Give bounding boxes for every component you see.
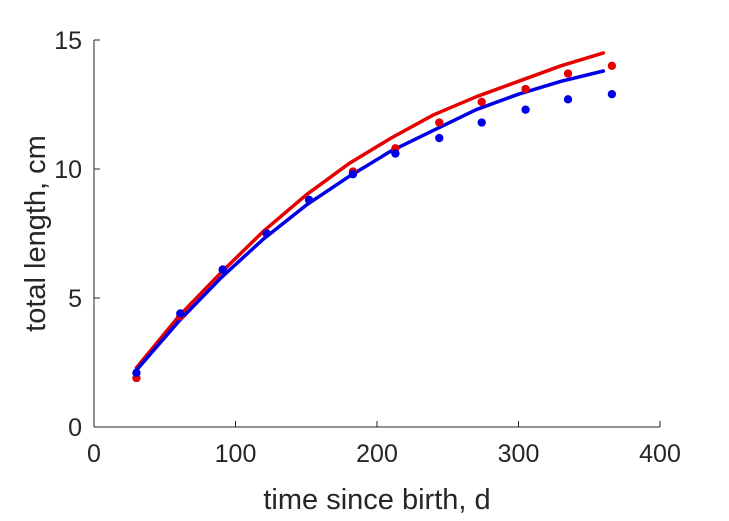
series-1-point: [521, 84, 530, 94]
series-1-point: [607, 61, 617, 70]
series-2-point: [218, 265, 227, 274]
y-tick-label: 0: [68, 414, 82, 442]
x-tick-label: 400: [639, 440, 681, 468]
series-2-point: [262, 229, 271, 238]
series-1-fit-line: [134, 51, 606, 370]
series-2-point: [391, 149, 400, 158]
y-axis-label: total length, cm: [20, 135, 52, 332]
tick-labels: 0 100 200 300 400 0 5 10 15: [54, 27, 681, 468]
series-2-fit-line: [134, 69, 606, 372]
series-2-point: [563, 95, 573, 104]
y-tick-label: 10: [54, 156, 82, 184]
data-points: [132, 61, 617, 383]
x-tick-label: 100: [215, 440, 257, 468]
series-2-point: [435, 133, 444, 143]
series-2-point: [176, 309, 185, 318]
series-1-point: [477, 97, 486, 107]
y-tick-label: 15: [54, 27, 82, 55]
x-tick-label: 300: [498, 440, 540, 468]
axes: [93, 39, 661, 428]
y-tick-label: 5: [68, 285, 82, 313]
series-1-point: [435, 118, 444, 127]
x-tick-label: 0: [87, 440, 101, 468]
fit-lines: [134, 51, 606, 372]
series-2-point: [348, 169, 358, 179]
series-2-point: [607, 89, 617, 99]
series-2-point: [477, 118, 486, 127]
series-1-point: [563, 69, 573, 78]
x-tick-label: 200: [356, 440, 398, 468]
x-axis-label: time since birth, d: [263, 484, 490, 516]
series-2-point: [521, 105, 530, 114]
series-2-point: [132, 368, 141, 378]
series-2-point: [304, 195, 314, 205]
